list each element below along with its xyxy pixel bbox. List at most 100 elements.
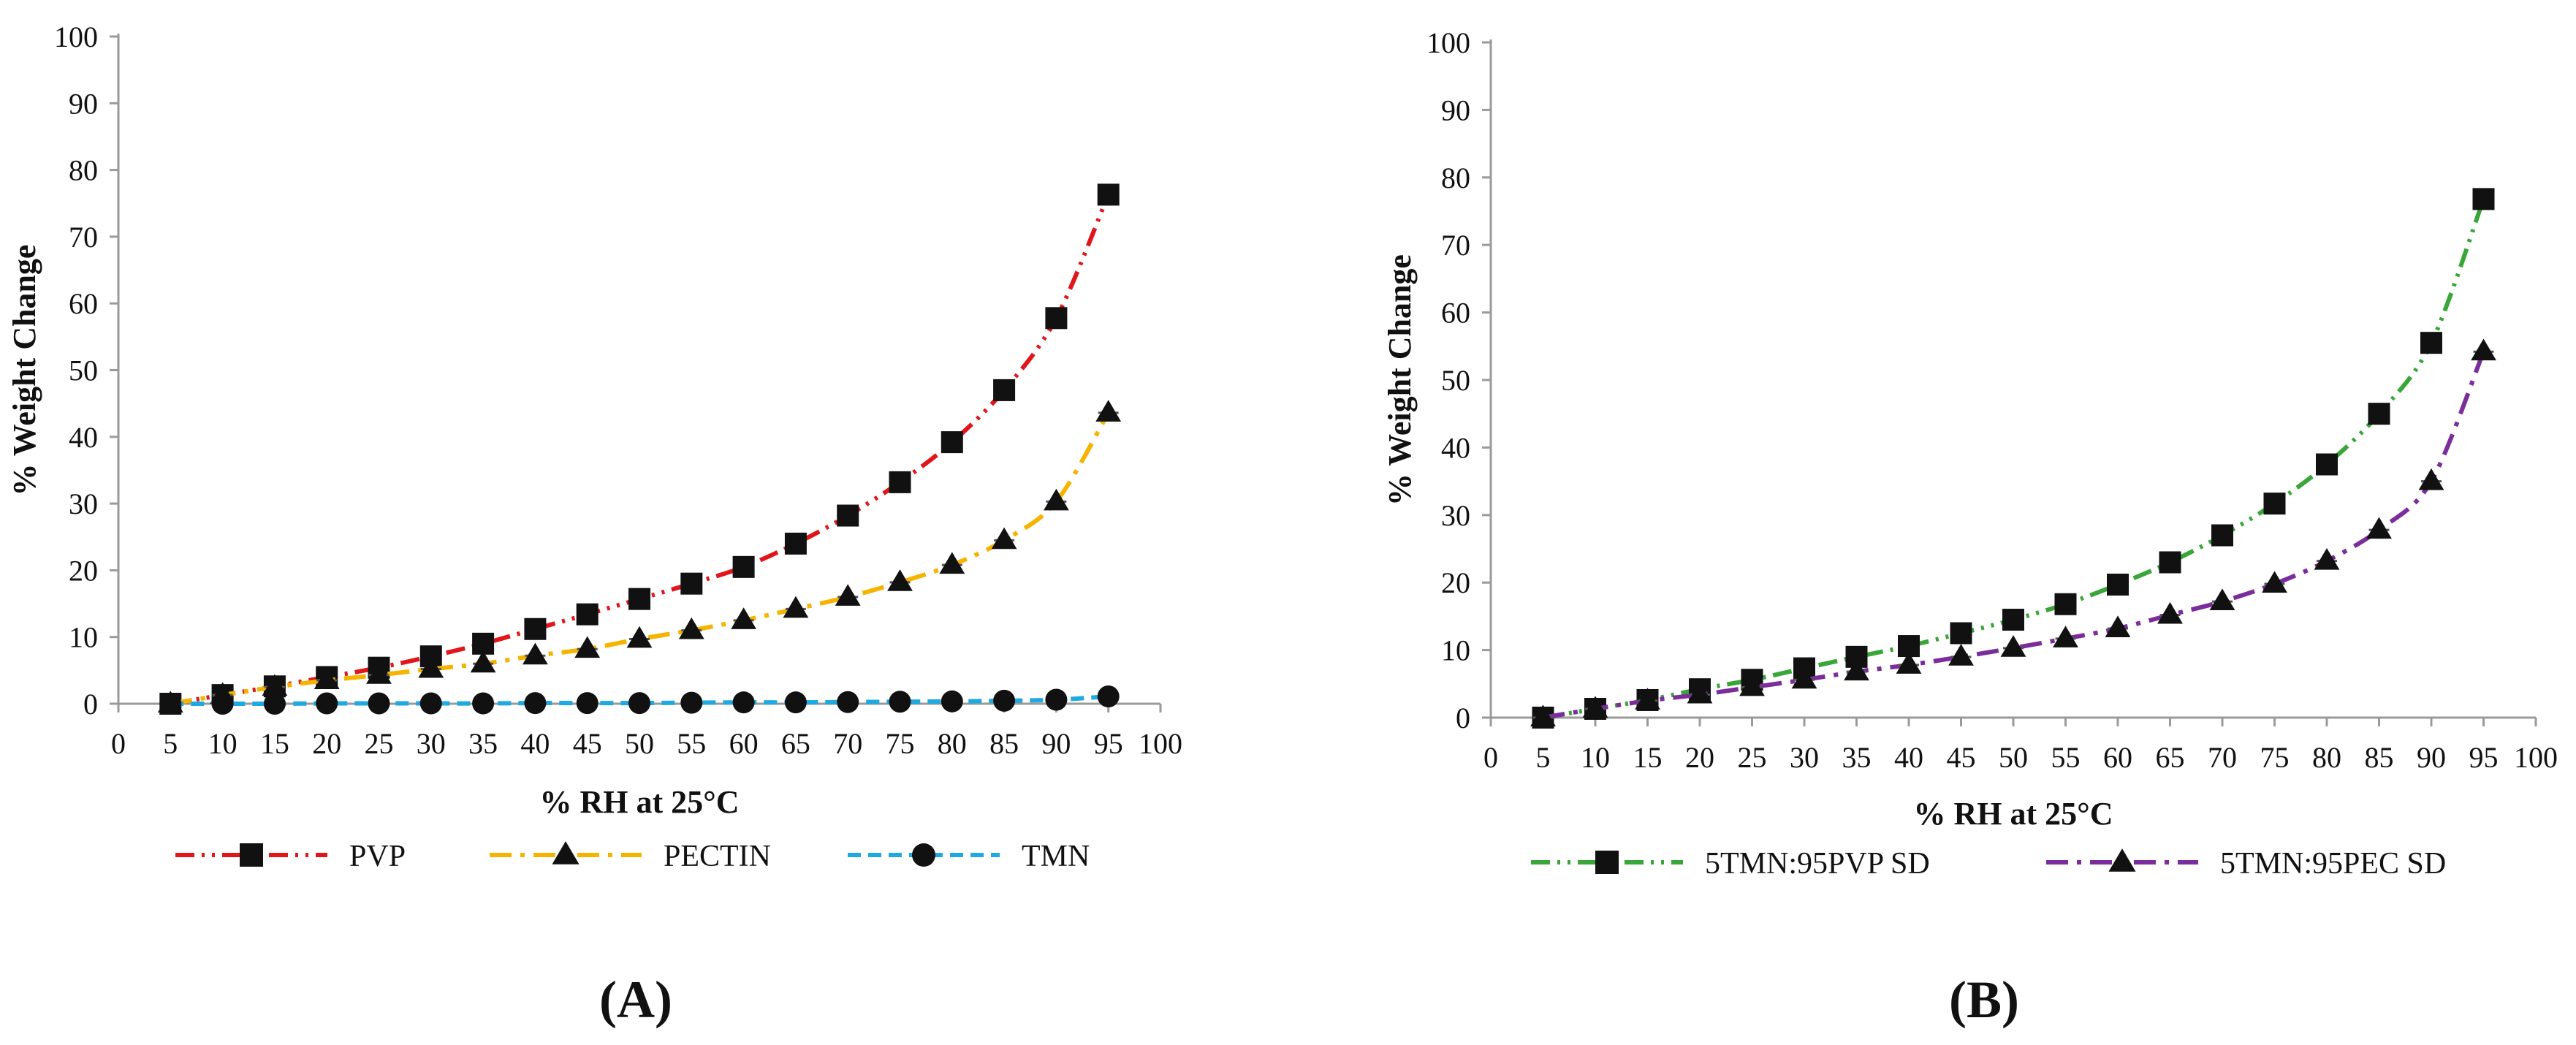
data-point [993, 379, 1016, 401]
y-tick-label: 10 [69, 621, 98, 654]
y-tick-label: 70 [69, 221, 98, 254]
data-point [1791, 666, 1817, 689]
chart-panel-b: 0 10 20 30 40 50 60 70 80 90 100 0 5 10 15 20 25 30 35 40 45… [1382, 26, 2558, 1029]
chart-panel-a: 0 10 20 30 40 50 60 70 80 90 100 0 5 10 15 20 25 30 35 40 45… [7, 20, 1182, 1029]
x-tick-label: 80 [2312, 741, 2341, 774]
data-point [2263, 493, 2286, 515]
x-tick-label: 70 [2208, 741, 2237, 774]
y-tick-label: 40 [69, 421, 98, 454]
x-tick-label: 65 [2156, 741, 2185, 774]
x-tick-label: 80 [938, 727, 967, 760]
data-point [2105, 615, 2131, 638]
x-tick-label: 35 [468, 727, 498, 760]
data-point [2209, 588, 2235, 611]
x-tick-label: 25 [1738, 741, 1767, 774]
x-tick-label: 15 [260, 727, 289, 760]
series-line [170, 411, 1111, 706]
y-tick-label: 50 [69, 354, 98, 387]
data-point [574, 636, 601, 658]
y-tick-label: 70 [1441, 229, 1470, 262]
data-point [837, 504, 859, 527]
data-point [837, 691, 859, 713]
data-point [159, 693, 182, 715]
data-point [1045, 307, 1068, 330]
x-tick-label: 50 [1999, 741, 2028, 774]
y-tick-label: 30 [69, 487, 98, 520]
y-tick-label: 90 [69, 87, 98, 120]
data-point [2157, 601, 2183, 624]
x-tick-label: 5 [163, 727, 178, 760]
x-axis-title: % RH at 25°C [539, 784, 739, 820]
x-tick-label: 85 [989, 727, 1019, 760]
data-point [419, 692, 442, 715]
data-point [941, 431, 963, 454]
x-tick-label: 35 [1842, 741, 1872, 774]
x-tick-label: 40 [520, 727, 550, 760]
legend-marker [1595, 851, 1619, 874]
data-point [1948, 644, 1974, 666]
legend-item: TMN [848, 840, 1090, 873]
legend-item: 5TMN:95PVP SD [1531, 847, 1930, 881]
legend-marker [240, 843, 263, 867]
y-tick-label: 80 [1441, 162, 1470, 194]
data-point [680, 691, 703, 714]
data-point [680, 572, 703, 595]
y-tick-label: 50 [1441, 364, 1470, 397]
legend-label: PECTIN [664, 840, 771, 873]
data-point [2000, 635, 2026, 657]
data-point [2418, 468, 2444, 490]
x-tick-label: 100 [2514, 741, 2558, 774]
data-point [628, 588, 650, 610]
x-tick-label: 95 [1094, 727, 1123, 760]
data-point [1095, 400, 1122, 422]
data-point [2262, 571, 2287, 593]
y-axis-title: % Weight Change [1382, 254, 1418, 506]
data-point [2314, 547, 2340, 570]
panel-label: (B) [1949, 970, 2019, 1029]
y-tick-label: 60 [69, 287, 98, 320]
y-axis-title: % Weight Change [7, 245, 42, 496]
data-point [2002, 609, 2024, 631]
data-point [368, 692, 390, 715]
data-point [783, 596, 809, 618]
x-tick-label: 0 [1483, 741, 1498, 774]
data-point [941, 690, 963, 712]
data-point [991, 527, 1017, 550]
data-point [211, 693, 234, 715]
x-tick-label: 70 [833, 727, 862, 760]
x-tick-label: 60 [2103, 741, 2132, 774]
data-point [524, 692, 547, 715]
x-tick-label: 0 [111, 727, 126, 760]
data-point [835, 584, 861, 606]
data-point [1044, 488, 1069, 511]
x-tick-label: 90 [1041, 727, 1071, 760]
series-5tmn-95pec-sd [1530, 338, 2496, 726]
legend-marker [552, 841, 580, 864]
data-point [2107, 573, 2129, 596]
data-point [889, 691, 911, 713]
y-tick-label: 10 [1441, 634, 1470, 667]
data-point [731, 607, 756, 629]
x-tick-label: 10 [208, 727, 238, 760]
data-point [784, 532, 807, 555]
x-tick-label: 85 [2365, 741, 2394, 774]
legend-item: PVP [175, 840, 406, 873]
y-tick-label: 20 [1441, 566, 1470, 599]
data-point [472, 692, 495, 715]
x-tick-label: 55 [677, 727, 706, 760]
data-point [1896, 652, 1922, 674]
data-point [678, 617, 704, 639]
x-tick-label: 5 [1536, 741, 1551, 774]
data-point [2420, 332, 2442, 354]
y-tick-label: 60 [1441, 297, 1470, 330]
data-point [628, 692, 650, 715]
x-tick-label: 50 [625, 727, 654, 760]
x-tick-label: 20 [1685, 741, 1714, 774]
legend-item: PECTIN [490, 840, 771, 873]
data-point [2316, 453, 2338, 476]
data-point [2471, 338, 2496, 361]
data-point [576, 603, 599, 626]
y-tick-label: 30 [1441, 499, 1470, 532]
x-axis-title: % RH at 25°C [1913, 796, 2113, 832]
